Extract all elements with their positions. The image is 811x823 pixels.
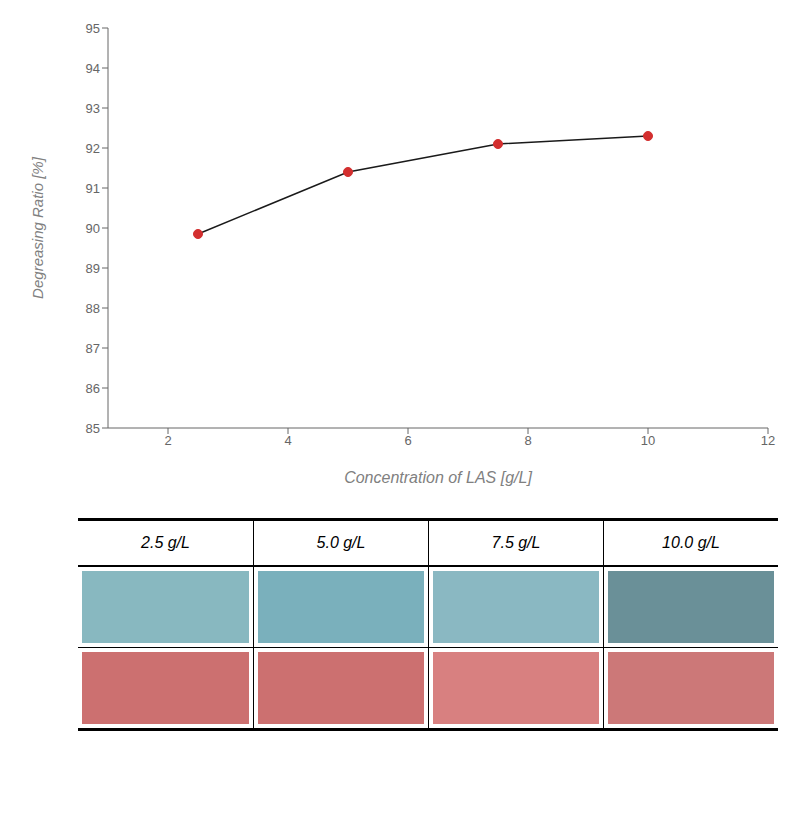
svg-text:95: 95 [86, 21, 100, 36]
svg-text:6: 6 [404, 433, 411, 448]
svg-text:93: 93 [86, 101, 100, 116]
svg-text:89: 89 [86, 261, 100, 276]
svg-text:12: 12 [761, 433, 775, 448]
svg-text:88: 88 [86, 301, 100, 316]
svg-text:91: 91 [86, 181, 100, 196]
svg-text:8: 8 [524, 433, 531, 448]
svg-text:Degreasing Ratio [%]: Degreasing Ratio [%] [29, 156, 46, 299]
html-text:10.0 g/L: 10.0 g/L [662, 534, 720, 551]
html-text:5.0 g/L: 5.0 g/L [316, 534, 366, 551]
svg-text:2: 2 [164, 433, 171, 448]
svg-text:4: 4 [284, 433, 291, 448]
html-text:7.5 g/L: 7.5 g/L [491, 534, 541, 551]
svg-text:92: 92 [86, 141, 100, 156]
svg-text:87: 87 [86, 341, 100, 356]
svg-text:90: 90 [86, 221, 100, 236]
svg-text:94: 94 [86, 61, 100, 76]
svg-text:85: 85 [86, 421, 100, 436]
svg-text:Concentration of LAS [g/L]: Concentration of LAS [g/L] [344, 469, 532, 486]
svg-text:10: 10 [641, 433, 655, 448]
svg-text:86: 86 [86, 381, 100, 396]
html-text:2.5 g/L: 2.5 g/L [141, 534, 190, 551]
